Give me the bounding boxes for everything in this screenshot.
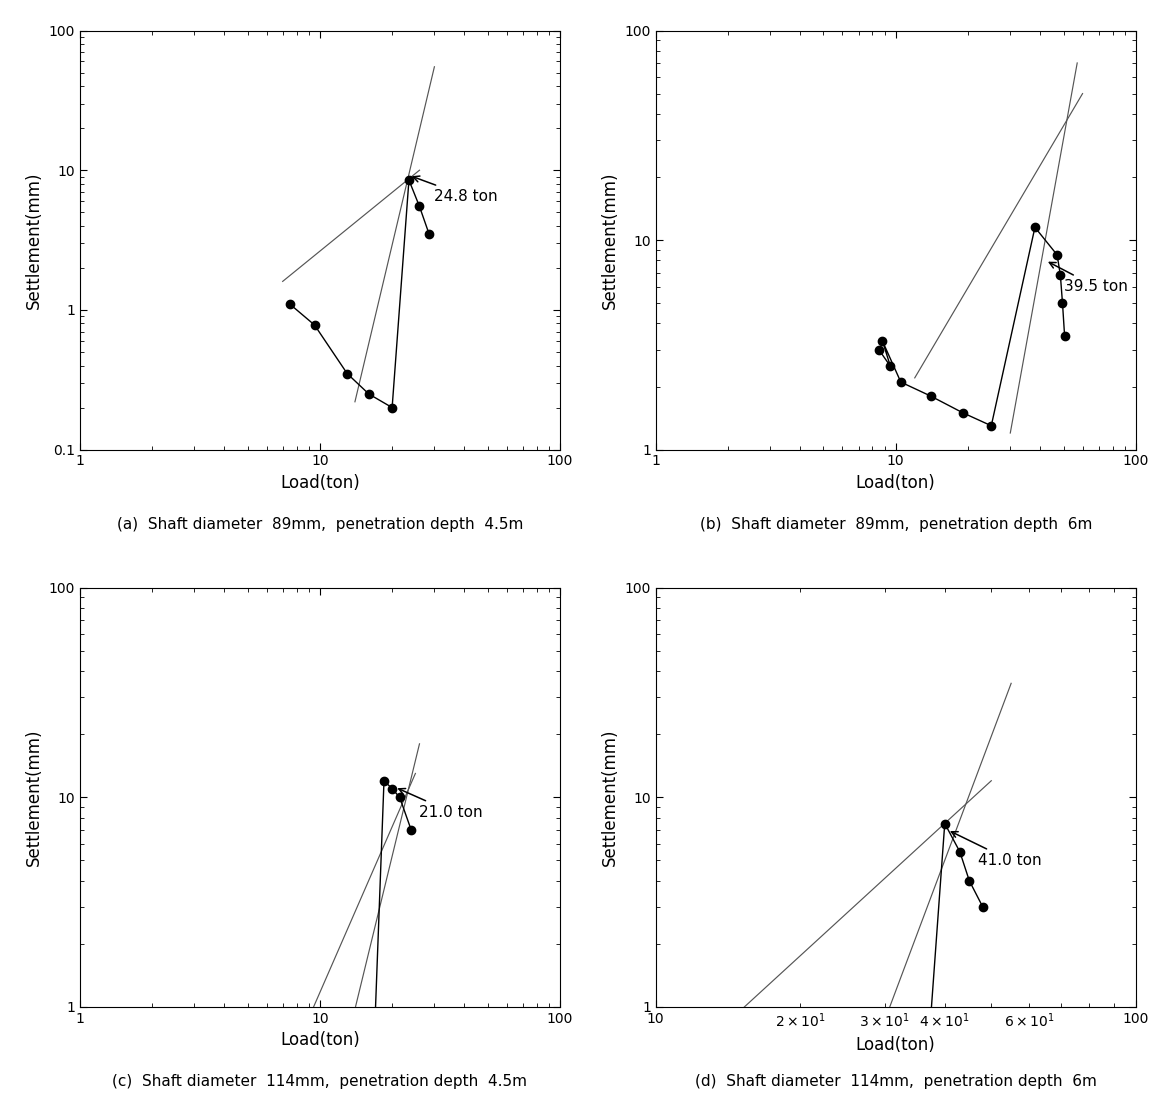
Text: 41.0 ton: 41.0 ton bbox=[951, 832, 1043, 868]
Text: (a)  Shaft diameter  89mm,  penetration depth  4.5m: (a) Shaft diameter 89mm, penetration dep… bbox=[116, 517, 524, 531]
Y-axis label: Settlement(mm): Settlement(mm) bbox=[25, 171, 43, 308]
Y-axis label: Settlement(mm): Settlement(mm) bbox=[25, 729, 43, 866]
Text: (c)  Shaft diameter  114mm,  penetration depth  4.5m: (c) Shaft diameter 114mm, penetration de… bbox=[113, 1074, 527, 1089]
Text: (d)  Shaft diameter  114mm,  penetration depth  6m: (d) Shaft diameter 114mm, penetration de… bbox=[695, 1074, 1097, 1089]
Text: 24.8 ton: 24.8 ton bbox=[413, 176, 498, 204]
X-axis label: Load(ton): Load(ton) bbox=[279, 1031, 359, 1049]
Y-axis label: Settlement(mm): Settlement(mm) bbox=[601, 729, 619, 866]
Text: 39.5 ton: 39.5 ton bbox=[1050, 263, 1127, 294]
Text: 21.0 ton: 21.0 ton bbox=[399, 788, 484, 820]
X-axis label: Load(ton): Load(ton) bbox=[856, 1036, 936, 1054]
X-axis label: Load(ton): Load(ton) bbox=[279, 474, 359, 492]
Y-axis label: Settlement(mm): Settlement(mm) bbox=[601, 171, 619, 308]
X-axis label: Load(ton): Load(ton) bbox=[856, 474, 936, 492]
Text: (b)  Shaft diameter  89mm,  penetration depth  6m: (b) Shaft diameter 89mm, penetration dep… bbox=[700, 517, 1092, 531]
